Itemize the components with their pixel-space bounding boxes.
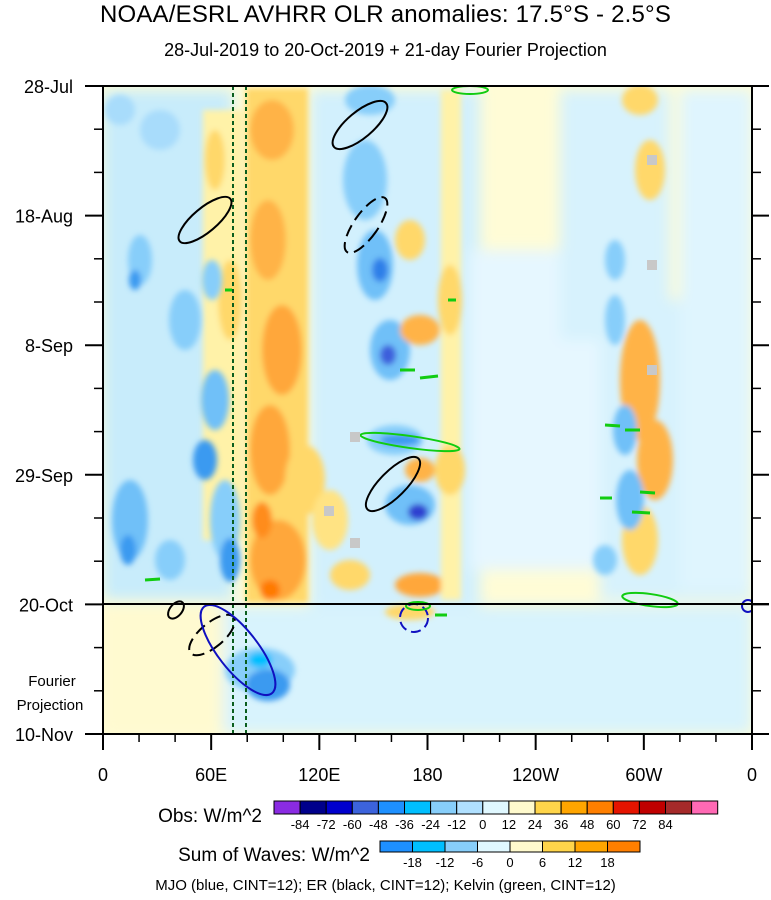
- mjo-contour: [741, 599, 752, 613]
- colorbar-tick-label: -24: [421, 817, 440, 832]
- projection-field: [225, 604, 435, 701]
- colorbar-tick-label: 12: [568, 855, 582, 870]
- colorbar-tick-label: 36: [554, 817, 568, 832]
- wave-legend-footer: MJO (blue, CINT=12); ER (black, CINT=12)…: [155, 877, 616, 894]
- colorbar-tick-label: 48: [580, 817, 594, 832]
- colorbar-swatch: [444, 840, 478, 853]
- x-tick-label: 60E: [195, 765, 227, 785]
- colorbar-tick-label: -60: [343, 817, 362, 832]
- waves-colorbar-title: Sum of Waves: W/m^2: [178, 845, 370, 866]
- kelvin-contour: [451, 86, 489, 95]
- colorbar-tick-label: -72: [317, 817, 336, 832]
- colorbar-tick-label: 18: [600, 855, 614, 870]
- chart-subtitle: 28-Jul-2019 to 20-Oct-2019 + 21-day Four…: [164, 40, 607, 60]
- x-tick-label: 180: [412, 765, 442, 785]
- colorbar-tick-label: 60: [606, 817, 620, 832]
- colorbar-swatch: [508, 800, 536, 815]
- er-contour: [177, 195, 233, 245]
- colorbar-swatch: [586, 800, 614, 815]
- colorbar-tick-label: 0: [479, 817, 486, 832]
- positive-band-90e: [203, 88, 348, 603]
- negative-cells-indian-ocean: [105, 95, 240, 582]
- colorbar-swatch: [379, 840, 413, 853]
- anomaly-field: [103, 86, 752, 734]
- colorbar-swatch: [638, 800, 667, 815]
- colorbar-tick-label: -84: [291, 817, 310, 832]
- colorbar-swatch: [607, 840, 641, 853]
- y-tick-label: 18-Aug: [15, 207, 73, 227]
- colorbar-swatch: [542, 840, 576, 853]
- kelvin-contour: [359, 431, 461, 453]
- colorbar-tick-label: -12: [447, 817, 466, 832]
- colorbar-swatch: [534, 800, 562, 815]
- y-tick-label: 29-Sep: [15, 466, 73, 486]
- mjo-contour: [199, 603, 277, 697]
- colorbar-swatch: [430, 800, 458, 815]
- colorbar-swatch: [412, 840, 446, 853]
- colorbar-swatch: [665, 800, 693, 815]
- colorbar-tick-label: 6: [539, 855, 546, 870]
- er-contour: [331, 99, 389, 151]
- obs-colorbar: -84 -72 -60 -48 -36 -24 -12 0 12 24 36 48 60 72 84: [273, 800, 719, 832]
- colorbar-swatch: [477, 840, 511, 853]
- colorbar-tick-label: 12: [502, 817, 516, 832]
- colorbar-swatch: [691, 800, 719, 815]
- y-tick-label: 20-Oct: [19, 595, 73, 615]
- colorbar-swatch: [574, 840, 608, 853]
- er-contour: [364, 455, 422, 513]
- kelvin-contour-small: [144, 288, 656, 617]
- colorbar-swatch: [482, 800, 510, 815]
- y-tick-label: 28-Jul: [24, 77, 73, 97]
- colorbar-tick-label: 24: [528, 817, 542, 832]
- fourier-projection-label-2: Projection: [17, 697, 84, 714]
- waves-colorbar: -18 -12 -6 0 6 12 18: [379, 840, 641, 870]
- y-axis: 28-Jul 18-Aug 8-Sep 29-Sep 20-Oct 10-Nov: [15, 77, 769, 745]
- colorbar-tick-label: -12: [436, 855, 455, 870]
- colorbar-swatch: [273, 800, 301, 815]
- obs-colorbar-title: Obs: W/m^2: [158, 806, 262, 827]
- missing-data-markers: [324, 155, 657, 548]
- colorbar-tick-label: 72: [632, 817, 646, 832]
- er-contour: [167, 600, 185, 620]
- colorbar-swatch: [351, 800, 379, 815]
- x-axis: 0 60E 120E 180 120W 60W 0: [98, 734, 757, 785]
- colorbar-swatch: [560, 800, 588, 815]
- kelvin-contour: [405, 601, 431, 611]
- colorbar-tick-label: -48: [369, 817, 388, 832]
- x-tick-label: 0: [98, 765, 108, 785]
- colorbar-tick-label: -18: [403, 855, 422, 870]
- er-contour: [343, 196, 389, 254]
- colorbar-swatch: [325, 800, 353, 815]
- y-tick-label: 8-Sep: [25, 336, 73, 356]
- colorbar-swatch: [404, 800, 432, 815]
- colorbar-swatch: [377, 800, 405, 815]
- colorbar-tick-label: 0: [506, 855, 513, 870]
- colorbar-swatch: [456, 800, 484, 815]
- wave-contours: [144, 86, 752, 697]
- band-60w: [593, 86, 673, 575]
- x-tick-label: 120W: [512, 765, 559, 785]
- colorbar-swatch: [299, 800, 327, 815]
- chart-title: NOAA/ESRL AVHRR OLR anomalies: 17.5°S - …: [99, 1, 672, 28]
- x-tick-label: 120E: [298, 765, 340, 785]
- y-tick-label: 10-Nov: [15, 725, 73, 745]
- colorbar-tick-label: -36: [395, 817, 414, 832]
- colorbar-swatch: [612, 800, 640, 815]
- x-tick-label: 0: [747, 765, 757, 785]
- colorbar-swatch: [509, 840, 543, 853]
- colorbar-tick-label: 84: [658, 817, 672, 832]
- fourier-projection-label-1: Fourier: [28, 673, 76, 690]
- x-tick-label: 60W: [625, 765, 662, 785]
- colorbar-tick-label: -6: [472, 855, 484, 870]
